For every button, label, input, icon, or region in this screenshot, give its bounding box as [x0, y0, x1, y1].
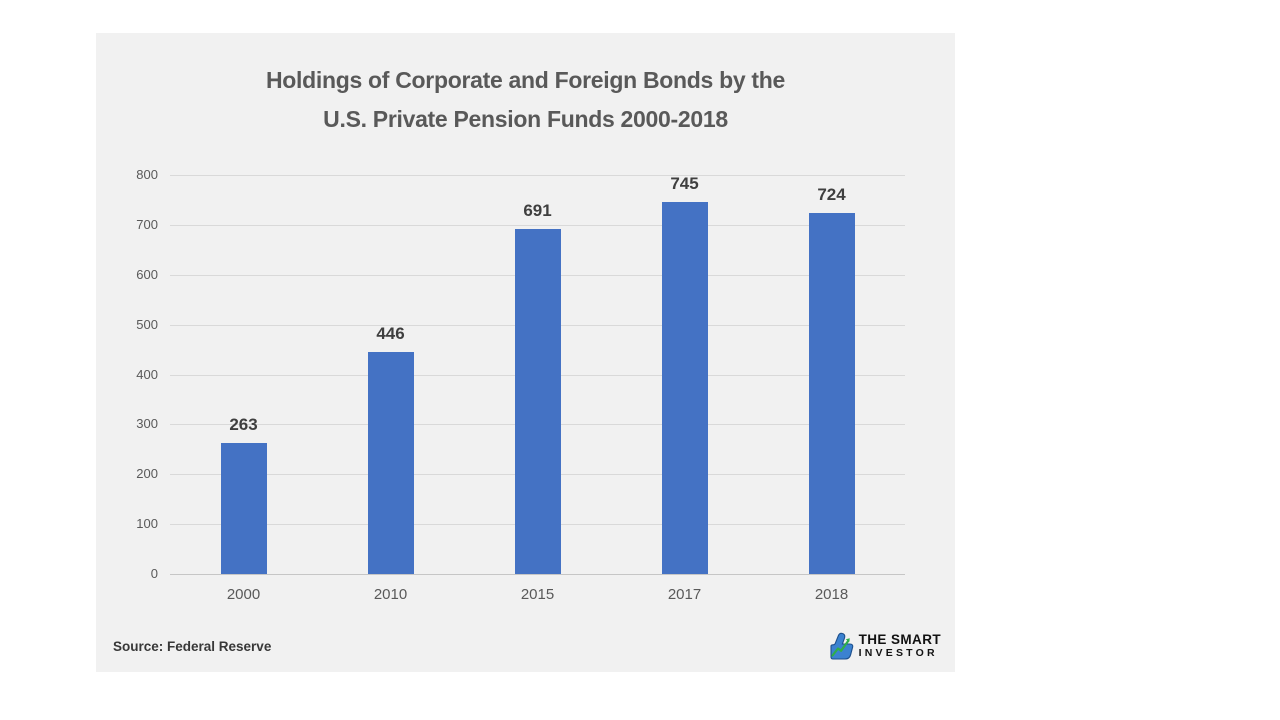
chart-title: Holdings of Corporate and Foreign Bonds …	[96, 61, 955, 139]
bar-2017	[661, 202, 708, 574]
brand-name-line1: THE SMART	[858, 632, 941, 647]
y-tick-label: 100	[136, 516, 158, 532]
thumbs-up-chart-icon	[830, 632, 853, 660]
bar-2010	[367, 351, 414, 574]
y-tick-label: 700	[136, 216, 158, 232]
chart-title-line2: U.S. Private Pension Funds 2000-2018	[323, 106, 728, 132]
y-tick-label: 600	[136, 266, 158, 282]
y-tick-label: 0	[150, 566, 158, 581]
x-axis-baseline	[170, 574, 905, 575]
x-category-label: 2010	[373, 586, 408, 603]
bar-2015	[514, 229, 561, 574]
brand-logo: THE SMART INVESTOR	[825, 631, 941, 661]
gridline	[170, 224, 905, 226]
bar-2018	[808, 212, 855, 574]
x-category-label: 2000	[226, 586, 261, 603]
x-category-label: 2017	[667, 586, 702, 603]
bar-value-label: 446	[376, 323, 405, 343]
x-category-label: 2018	[814, 586, 849, 603]
bar-2000	[220, 442, 267, 574]
plot-area: 0 100 200 300 400 500 600 700 800 263 2000 446 2010 6…	[136, 167, 905, 603]
chart-card: Holdings of Corporate and Foreign Bonds …	[96, 33, 955, 672]
source-note: Source: Federal Reserve	[113, 639, 272, 654]
brand-name: THE SMART INVESTOR	[858, 632, 941, 660]
brand-name-line2: INVESTOR	[858, 647, 938, 659]
x-category-label: 2015	[520, 586, 555, 603]
bar-value-label: 745	[670, 174, 699, 194]
y-tick-label: 200	[136, 466, 158, 482]
bar-value-label: 263	[229, 414, 258, 434]
bar-value-label: 691	[523, 201, 552, 221]
gridline	[170, 175, 905, 176]
chart-title-line1: Holdings of Corporate and Foreign Bonds …	[265, 67, 786, 93]
bar-value-label: 724	[817, 184, 846, 204]
y-tick-label: 400	[136, 366, 158, 382]
y-tick-label: 800	[136, 167, 158, 182]
y-tick-label: 500	[136, 316, 158, 332]
y-tick-label: 300	[136, 416, 158, 432]
